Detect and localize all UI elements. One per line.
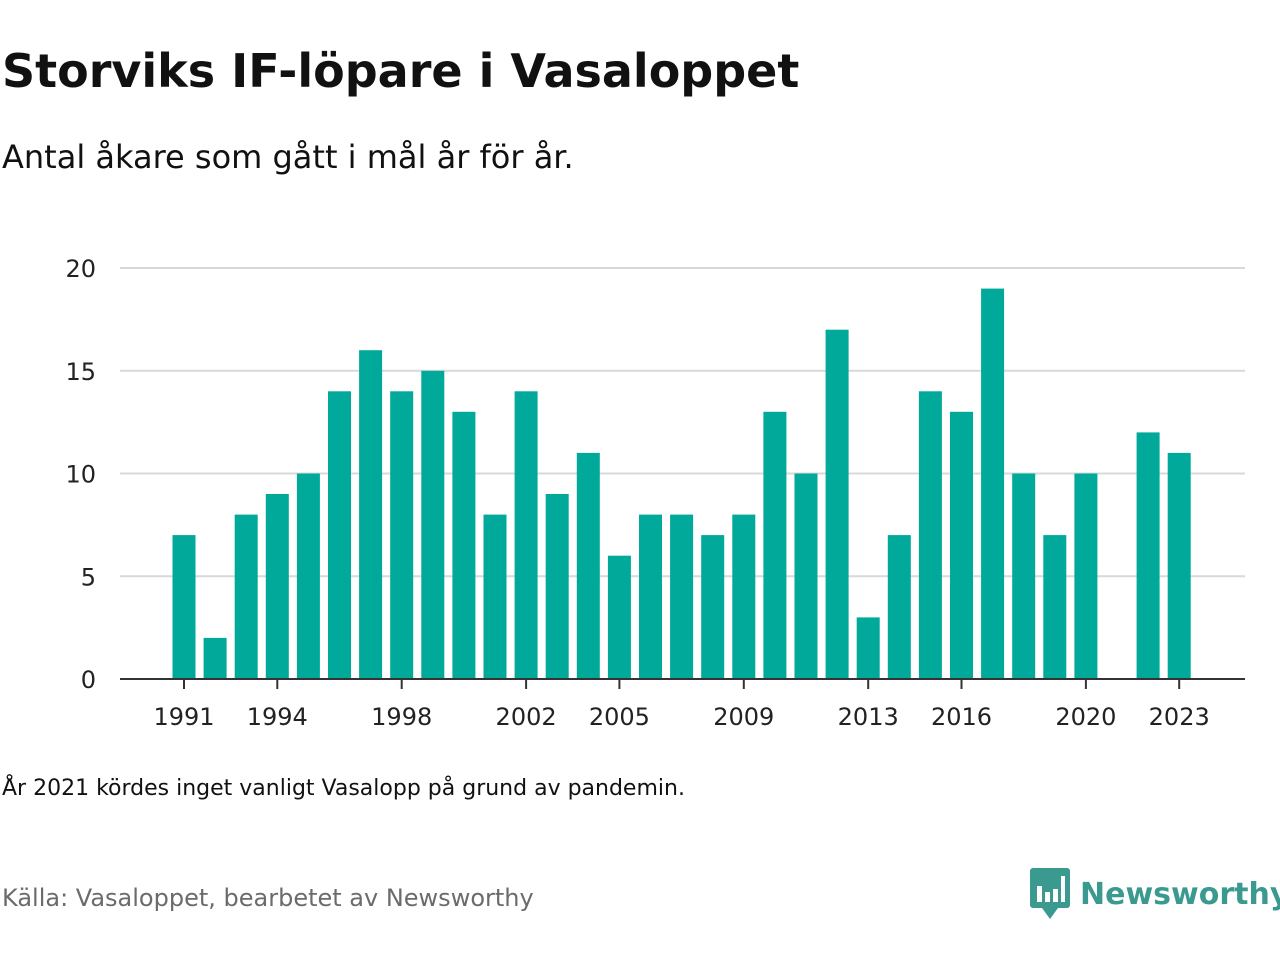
x-tick-label: 2002	[496, 703, 557, 731]
bar-1998	[390, 391, 414, 679]
x-tick-label: 2016	[931, 703, 992, 731]
bar-2011	[794, 473, 818, 679]
bar-2006	[639, 514, 662, 679]
bar-2003	[545, 494, 569, 679]
bar-1991	[172, 535, 196, 679]
y-tick-label: 0	[81, 666, 96, 694]
bar-1993	[234, 514, 258, 679]
y-tick-label: 15	[65, 358, 96, 386]
logo-text: Newsworthy	[1080, 876, 1280, 912]
newsworthy-bar-icon	[1030, 868, 1070, 919]
bar-1994	[265, 494, 289, 679]
bar-2002	[514, 391, 538, 679]
bar-1996	[328, 391, 351, 679]
x-tick-label: 1994	[247, 703, 308, 731]
bar-2005	[607, 555, 631, 679]
x-axis: 1991 1994 1998 2002 2005 2009 2013 2016 2020 2023	[120, 678, 1245, 731]
bar-1995	[296, 473, 320, 679]
x-tick-label: 1991	[153, 703, 214, 731]
x-tick-label: 2023	[1149, 703, 1210, 731]
bar-2014	[887, 535, 911, 679]
bar-2020	[1074, 473, 1098, 679]
bars	[172, 288, 1191, 680]
bar-2001	[483, 514, 507, 679]
bar-1992	[203, 637, 227, 679]
bar-2009	[732, 514, 756, 679]
bar-2023	[1167, 452, 1191, 679]
chart-title: Storviks IF-löpare i Vasaloppet	[2, 44, 800, 98]
footnote: År 2021 kördes inget vanligt Vasalopp på…	[2, 776, 685, 801]
bar-2015	[918, 391, 942, 679]
chart-subtitle: Antal åkare som gått i mål år för år.	[2, 138, 574, 176]
bar-2016	[950, 411, 973, 679]
bar-2019	[1043, 535, 1067, 679]
bar-2022	[1136, 432, 1160, 679]
bar-2018	[1012, 473, 1036, 679]
source-text: Källa: Vasaloppet, bearbetet av Newswort…	[2, 884, 534, 912]
bar-chart: 1991 1994 1998 2002 2005 2009 2013 2016 2020 2023…	[65, 255, 1245, 731]
x-tick-label: 1998	[371, 703, 432, 731]
x-tick-label: 2005	[589, 703, 650, 731]
y-tick-label: 20	[65, 255, 96, 283]
bar-2013	[856, 617, 880, 679]
y-tick-label: 5	[81, 563, 96, 591]
newsworthy-logo: Newsworthy	[1030, 868, 1280, 920]
bar-2007	[670, 514, 694, 679]
bar-2010	[763, 411, 787, 679]
bar-1997	[359, 350, 383, 679]
y-axis: 0 5 10 15 20	[65, 255, 96, 694]
bar-2008	[701, 535, 725, 679]
bar-2017	[981, 288, 1005, 679]
x-tick-label: 2009	[713, 703, 774, 731]
x-tick-label: 2020	[1055, 703, 1116, 731]
bar-2012	[825, 329, 849, 679]
y-tick-label: 10	[65, 461, 96, 489]
bar-2000	[452, 411, 476, 679]
bar-2004	[576, 452, 600, 679]
bar-1999	[421, 370, 445, 680]
x-tick-label: 2013	[838, 703, 899, 731]
